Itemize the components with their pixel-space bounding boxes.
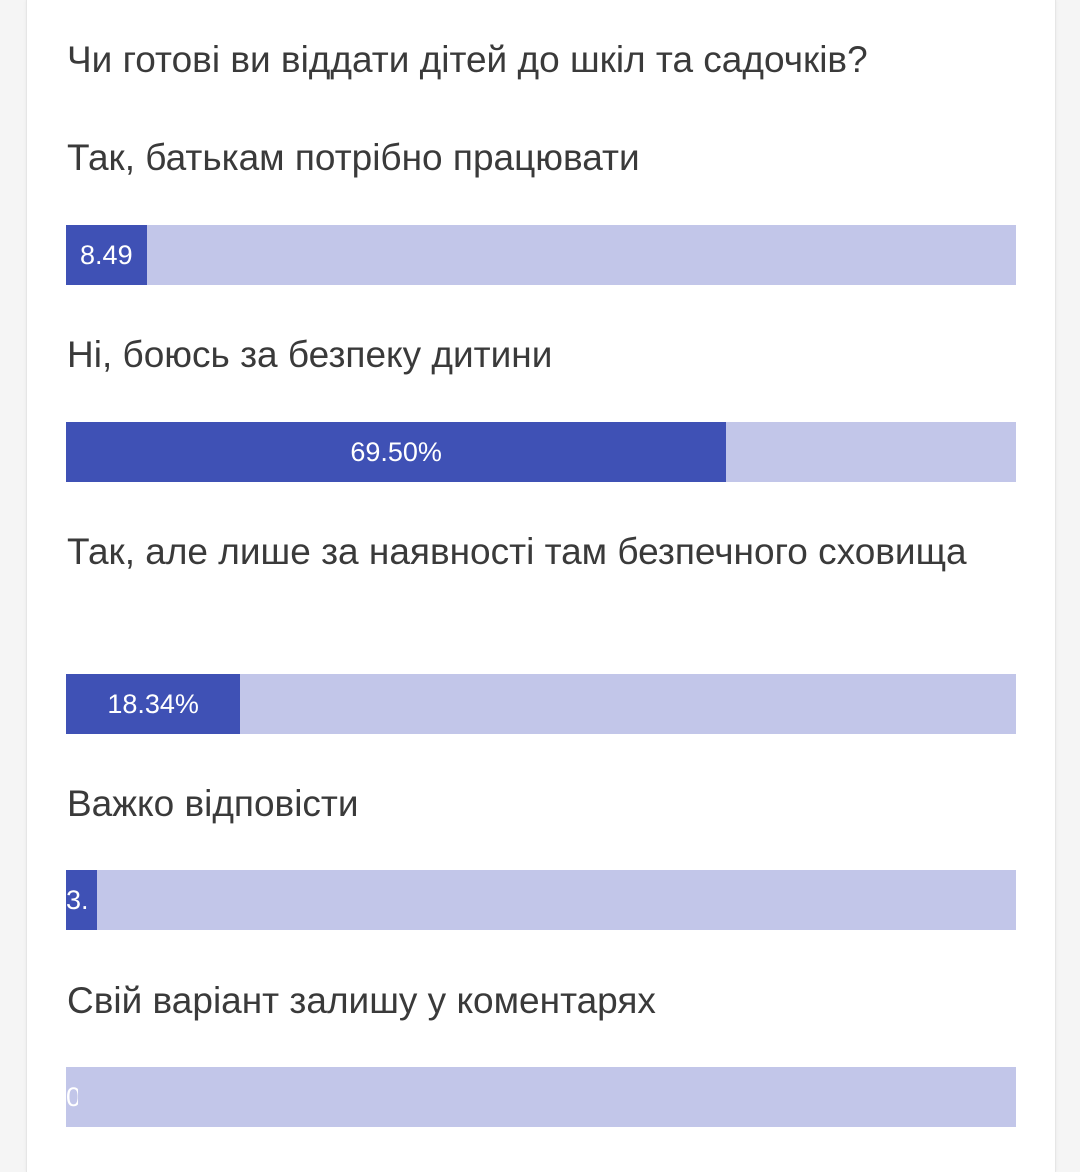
poll-option-label[interactable]: Так, батькам потрібно працювати bbox=[67, 137, 640, 178]
poll-card bbox=[26, 0, 1056, 1172]
poll-question: Чи готові ви віддати дітей до шкіл та са… bbox=[67, 39, 868, 80]
poll-result-percent: 8.49 bbox=[80, 240, 133, 270]
poll-result-percent: 18.34% bbox=[107, 689, 199, 719]
poll-result-percent: 3. bbox=[66, 885, 89, 915]
poll-option-label[interactable]: Свій варіант залишу у коментарях bbox=[67, 980, 656, 1021]
poll-result-fill: 8.49 bbox=[66, 225, 147, 285]
poll-option-label[interactable]: Ні, боюсь за безпеку дитини bbox=[67, 334, 553, 375]
poll-result-fill: 3. bbox=[66, 870, 98, 930]
poll-result-fill: 18.34% bbox=[66, 674, 241, 734]
poll-result-bar: 3. bbox=[66, 870, 1016, 930]
poll-option-label[interactable]: Так, але лише за наявності там безпечног… bbox=[67, 531, 967, 572]
poll-result-bar: 8.49 bbox=[66, 225, 1016, 285]
poll-result-bar: 69.50% bbox=[66, 422, 1016, 482]
poll-option-label[interactable]: Важко відповісти bbox=[67, 783, 359, 824]
poll-result-bar: 0 bbox=[66, 1067, 1016, 1127]
poll-result-bar: 18.34% bbox=[66, 674, 1016, 734]
poll-result-fill: 69.50% bbox=[66, 422, 727, 482]
poll-result-percent: 0 bbox=[66, 1082, 78, 1112]
poll-result-percent: 69.50% bbox=[350, 437, 442, 467]
